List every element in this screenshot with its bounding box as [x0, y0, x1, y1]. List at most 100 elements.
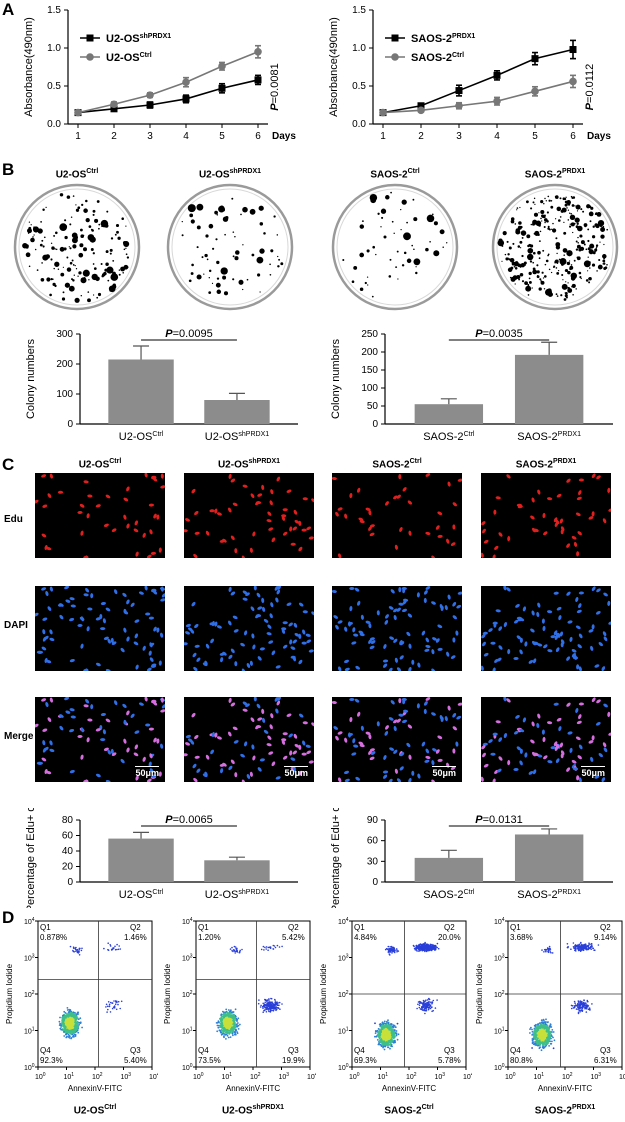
event	[106, 1011, 108, 1013]
event	[65, 1033, 67, 1036]
nucleus	[482, 641, 486, 647]
micro-image-svg	[481, 473, 611, 558]
y-axis-label: Percentage of Edu+ cells	[25, 808, 37, 908]
quadrant-value: 1.46%	[124, 933, 147, 942]
nucleus	[251, 633, 255, 639]
colony-spot	[28, 226, 32, 230]
event	[237, 1028, 240, 1030]
colony-spot	[372, 245, 376, 249]
nucleus	[293, 622, 298, 628]
y-axis-label: Absorbance(490nm)	[23, 17, 35, 117]
nucleus	[396, 718, 401, 723]
colony-spot	[588, 276, 592, 281]
colony-spot	[269, 273, 272, 276]
colony-spot	[565, 196, 567, 198]
nucleus	[100, 738, 106, 742]
nucleus	[481, 634, 486, 639]
colony-spot	[66, 195, 71, 199]
event	[268, 998, 270, 1000]
colony-spot	[55, 248, 58, 251]
colony-spot	[519, 206, 521, 209]
x-tick-label: 103	[121, 1072, 132, 1081]
nucleus	[450, 542, 456, 546]
event	[261, 1005, 264, 1008]
event	[380, 1040, 382, 1043]
event	[274, 1008, 277, 1010]
colony-spot	[81, 203, 84, 207]
colony-spot	[342, 258, 345, 262]
colony-spot	[68, 246, 70, 248]
nucleus	[216, 512, 222, 516]
colony-spot	[532, 269, 538, 275]
colony-spot	[513, 265, 516, 268]
nucleus	[42, 617, 48, 621]
nucleus	[488, 628, 493, 633]
colony-spot	[551, 228, 557, 233]
nucleus	[214, 732, 218, 738]
colony-spot	[516, 207, 519, 209]
event	[382, 1046, 384, 1049]
event	[78, 949, 81, 951]
event	[66, 1013, 69, 1016]
x-axis-label: AnnexinV-FITC	[226, 1084, 280, 1093]
nucleus	[569, 747, 573, 753]
event	[426, 1001, 428, 1004]
colony-spot	[181, 234, 184, 237]
colony-spot	[188, 279, 192, 283]
event	[218, 1029, 221, 1032]
nucleus	[103, 636, 109, 640]
event	[276, 1007, 279, 1009]
nucleus	[42, 636, 47, 642]
event	[107, 948, 109, 951]
nucleus	[301, 752, 307, 756]
nucleus	[553, 702, 559, 706]
nucleus	[252, 531, 256, 537]
nucleus	[559, 631, 564, 637]
nucleus	[85, 555, 89, 558]
event	[394, 1026, 397, 1029]
nucleus	[41, 474, 47, 478]
event	[222, 1015, 225, 1018]
nucleus	[403, 598, 409, 602]
colony-spot	[107, 279, 110, 282]
event	[69, 1031, 72, 1034]
quadrant-label: Q2	[288, 923, 299, 932]
event	[224, 1018, 227, 1021]
nucleus	[79, 503, 85, 508]
colony-spot	[208, 223, 214, 229]
colony-spot	[559, 258, 567, 265]
x-tick-label: 101	[64, 1072, 75, 1081]
panel-label-c: C	[2, 455, 15, 474]
nucleus	[541, 729, 545, 735]
event	[379, 1033, 382, 1036]
nucleus	[369, 532, 375, 537]
nucleus	[292, 750, 298, 755]
event	[69, 1027, 72, 1029]
nucleus	[360, 725, 364, 731]
event	[223, 1020, 226, 1023]
nucleus	[408, 667, 412, 671]
nucleus	[376, 721, 380, 727]
nucleus	[255, 614, 260, 619]
y-tick-label: 101	[338, 1027, 349, 1036]
nucleus	[450, 655, 456, 659]
colony-spot	[528, 280, 532, 284]
nucleus	[289, 750, 293, 756]
quadrant-label: Q3	[130, 1046, 141, 1055]
event	[115, 1008, 118, 1011]
nucleus	[482, 752, 486, 758]
colony-spot	[588, 205, 592, 208]
nucleus	[517, 505, 523, 509]
nucleus	[408, 530, 412, 536]
nucleus	[338, 666, 342, 671]
event	[71, 1013, 74, 1016]
nucleus	[550, 746, 556, 750]
nucleus	[228, 620, 232, 626]
colony-spot	[571, 283, 576, 288]
nucleus	[444, 605, 448, 611]
colony-spot	[377, 212, 380, 215]
nucleus	[49, 473, 53, 479]
colony-spot	[108, 285, 116, 293]
colony-spot	[54, 261, 60, 267]
nucleus	[335, 735, 339, 741]
